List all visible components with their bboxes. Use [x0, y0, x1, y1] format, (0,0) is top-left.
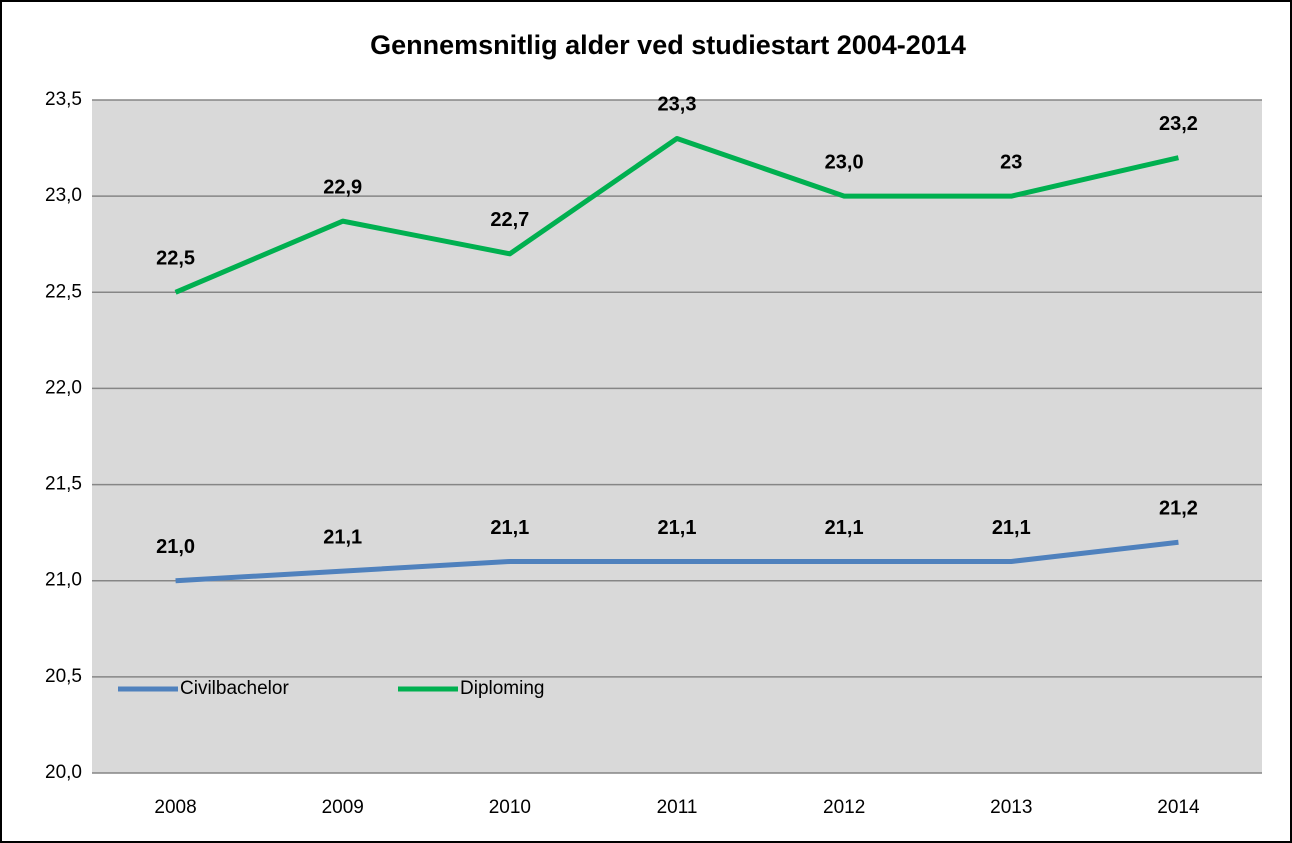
data-label: 21,1	[992, 517, 1031, 539]
y-tick-label: 20,5	[45, 666, 82, 687]
x-tick-label: 2014	[1157, 797, 1200, 818]
x-tick-label: 2011	[657, 797, 698, 818]
data-label: 21,1	[490, 517, 529, 539]
data-label: 21,2	[1159, 498, 1198, 520]
data-label: 23,2	[1159, 113, 1198, 135]
x-tick-label: 2012	[823, 797, 865, 818]
data-label: 23	[1000, 151, 1022, 173]
chart-title: Gennemsnitlig alder ved studiestart 2004…	[370, 30, 966, 60]
x-tick-label: 2008	[154, 797, 196, 818]
x-tick-label: 2010	[489, 797, 531, 818]
y-tick-label: 21,5	[45, 474, 82, 495]
data-label: 23,3	[658, 94, 697, 116]
data-label: 22,9	[323, 176, 362, 198]
data-label: 21,1	[658, 517, 697, 539]
data-label: 22,5	[156, 248, 195, 270]
line	[175, 539, 1179, 584]
data-label: 22,7	[490, 209, 529, 231]
data-label: 23,0	[825, 151, 864, 173]
y-tick-label: 23,5	[45, 89, 82, 110]
legend-label: Civilbachelor	[180, 678, 289, 699]
data-label: 21,1	[825, 517, 864, 539]
y-tick-label: 22,5	[45, 281, 82, 302]
y-tick-label: 20,0	[45, 762, 82, 783]
data-label: 21,0	[156, 536, 195, 558]
y-tick-label: 21,0	[45, 570, 82, 591]
line	[174, 135, 1179, 295]
y-tick-label: 22,0	[45, 377, 82, 398]
x-tick-label: 2009	[322, 797, 364, 818]
plot-area	[92, 100, 1262, 773]
y-tick-label: 23,0	[45, 185, 82, 206]
legend-label: Diploming	[460, 678, 544, 699]
data-label: 21,1	[323, 526, 362, 548]
x-tick-label: 2013	[990, 797, 1032, 818]
